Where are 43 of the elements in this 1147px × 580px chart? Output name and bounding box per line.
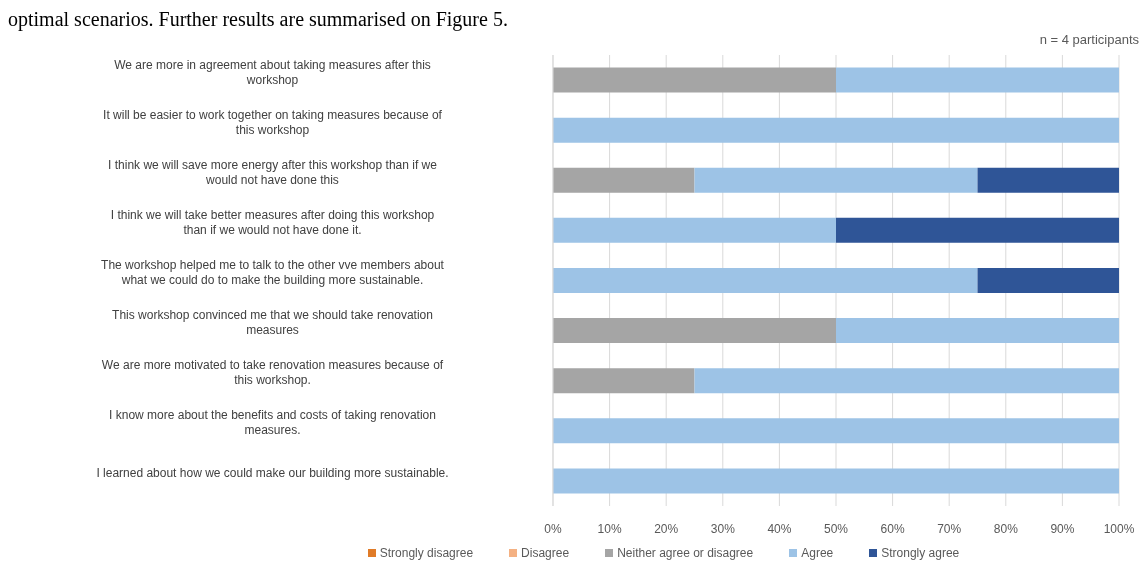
bar xyxy=(694,167,978,193)
x-tick-label: 50% xyxy=(823,521,849,536)
bar xyxy=(836,217,1119,243)
bar xyxy=(977,167,1119,193)
legend-label: Neither agree or disagree xyxy=(617,546,754,560)
bar xyxy=(553,267,978,293)
y-tick-label: I learned about how we could make our building more sustainable. xyxy=(96,465,449,480)
text: optimal scenarios. Further results are summarised on Figure 5. xyxy=(8,8,508,31)
x-tick-label: 30% xyxy=(710,521,736,536)
x-tick-label: 100% xyxy=(1103,521,1135,536)
y-tick-label: We are more in agreement about taking measures after this workshop xyxy=(114,57,431,87)
bar xyxy=(836,318,1119,344)
x-tick-label: 90% xyxy=(1050,521,1075,536)
bar xyxy=(553,368,695,394)
x-tick-label: 20% xyxy=(654,521,679,536)
bar xyxy=(836,67,1119,93)
legend-label: Disagree xyxy=(521,546,570,560)
x-tick-label: 0% xyxy=(544,521,562,536)
bar xyxy=(553,468,1119,494)
bar xyxy=(553,418,1119,444)
y-tick-label: I know more about the benefits and costs of taking renovation measures. xyxy=(109,408,436,438)
bar xyxy=(553,217,836,243)
y-tick-label: We are more motivated to take renovation measures because of this workshop. xyxy=(101,358,444,388)
bar xyxy=(694,368,1119,394)
y-tick-label: I think we will take better measures after doing this workshop than if we would not have done it. xyxy=(110,207,435,237)
legend-label: Strongly disagree xyxy=(379,546,474,560)
bar xyxy=(553,167,695,193)
bar xyxy=(553,318,836,344)
chart-subtitle: n = 4 participants xyxy=(1039,32,1139,47)
y-tick-label: The workshop helped me to talk to the other vve members about what we could do to make the building more sustainable. xyxy=(101,258,445,287)
bar xyxy=(977,267,1119,293)
x-tick-label: 10% xyxy=(597,521,622,536)
x-tick-label: 40% xyxy=(767,521,792,536)
legend-label: Strongly agree xyxy=(881,546,960,560)
y-tick-label: It will be easier to work together on taking measures because of this workshop xyxy=(103,107,443,137)
x-tick-label: 70% xyxy=(937,521,962,536)
x-tick-label: 80% xyxy=(993,521,1019,536)
legend-label: Agree xyxy=(801,546,834,560)
bar xyxy=(553,67,836,93)
y-tick-label: I think we will save more energy after this workshop than if we would not have done this xyxy=(108,157,438,187)
bar xyxy=(553,117,1119,143)
x-tick-label: 60% xyxy=(880,521,905,536)
y-tick-label: This workshop convinced me that we should take renovation measures xyxy=(112,308,433,338)
